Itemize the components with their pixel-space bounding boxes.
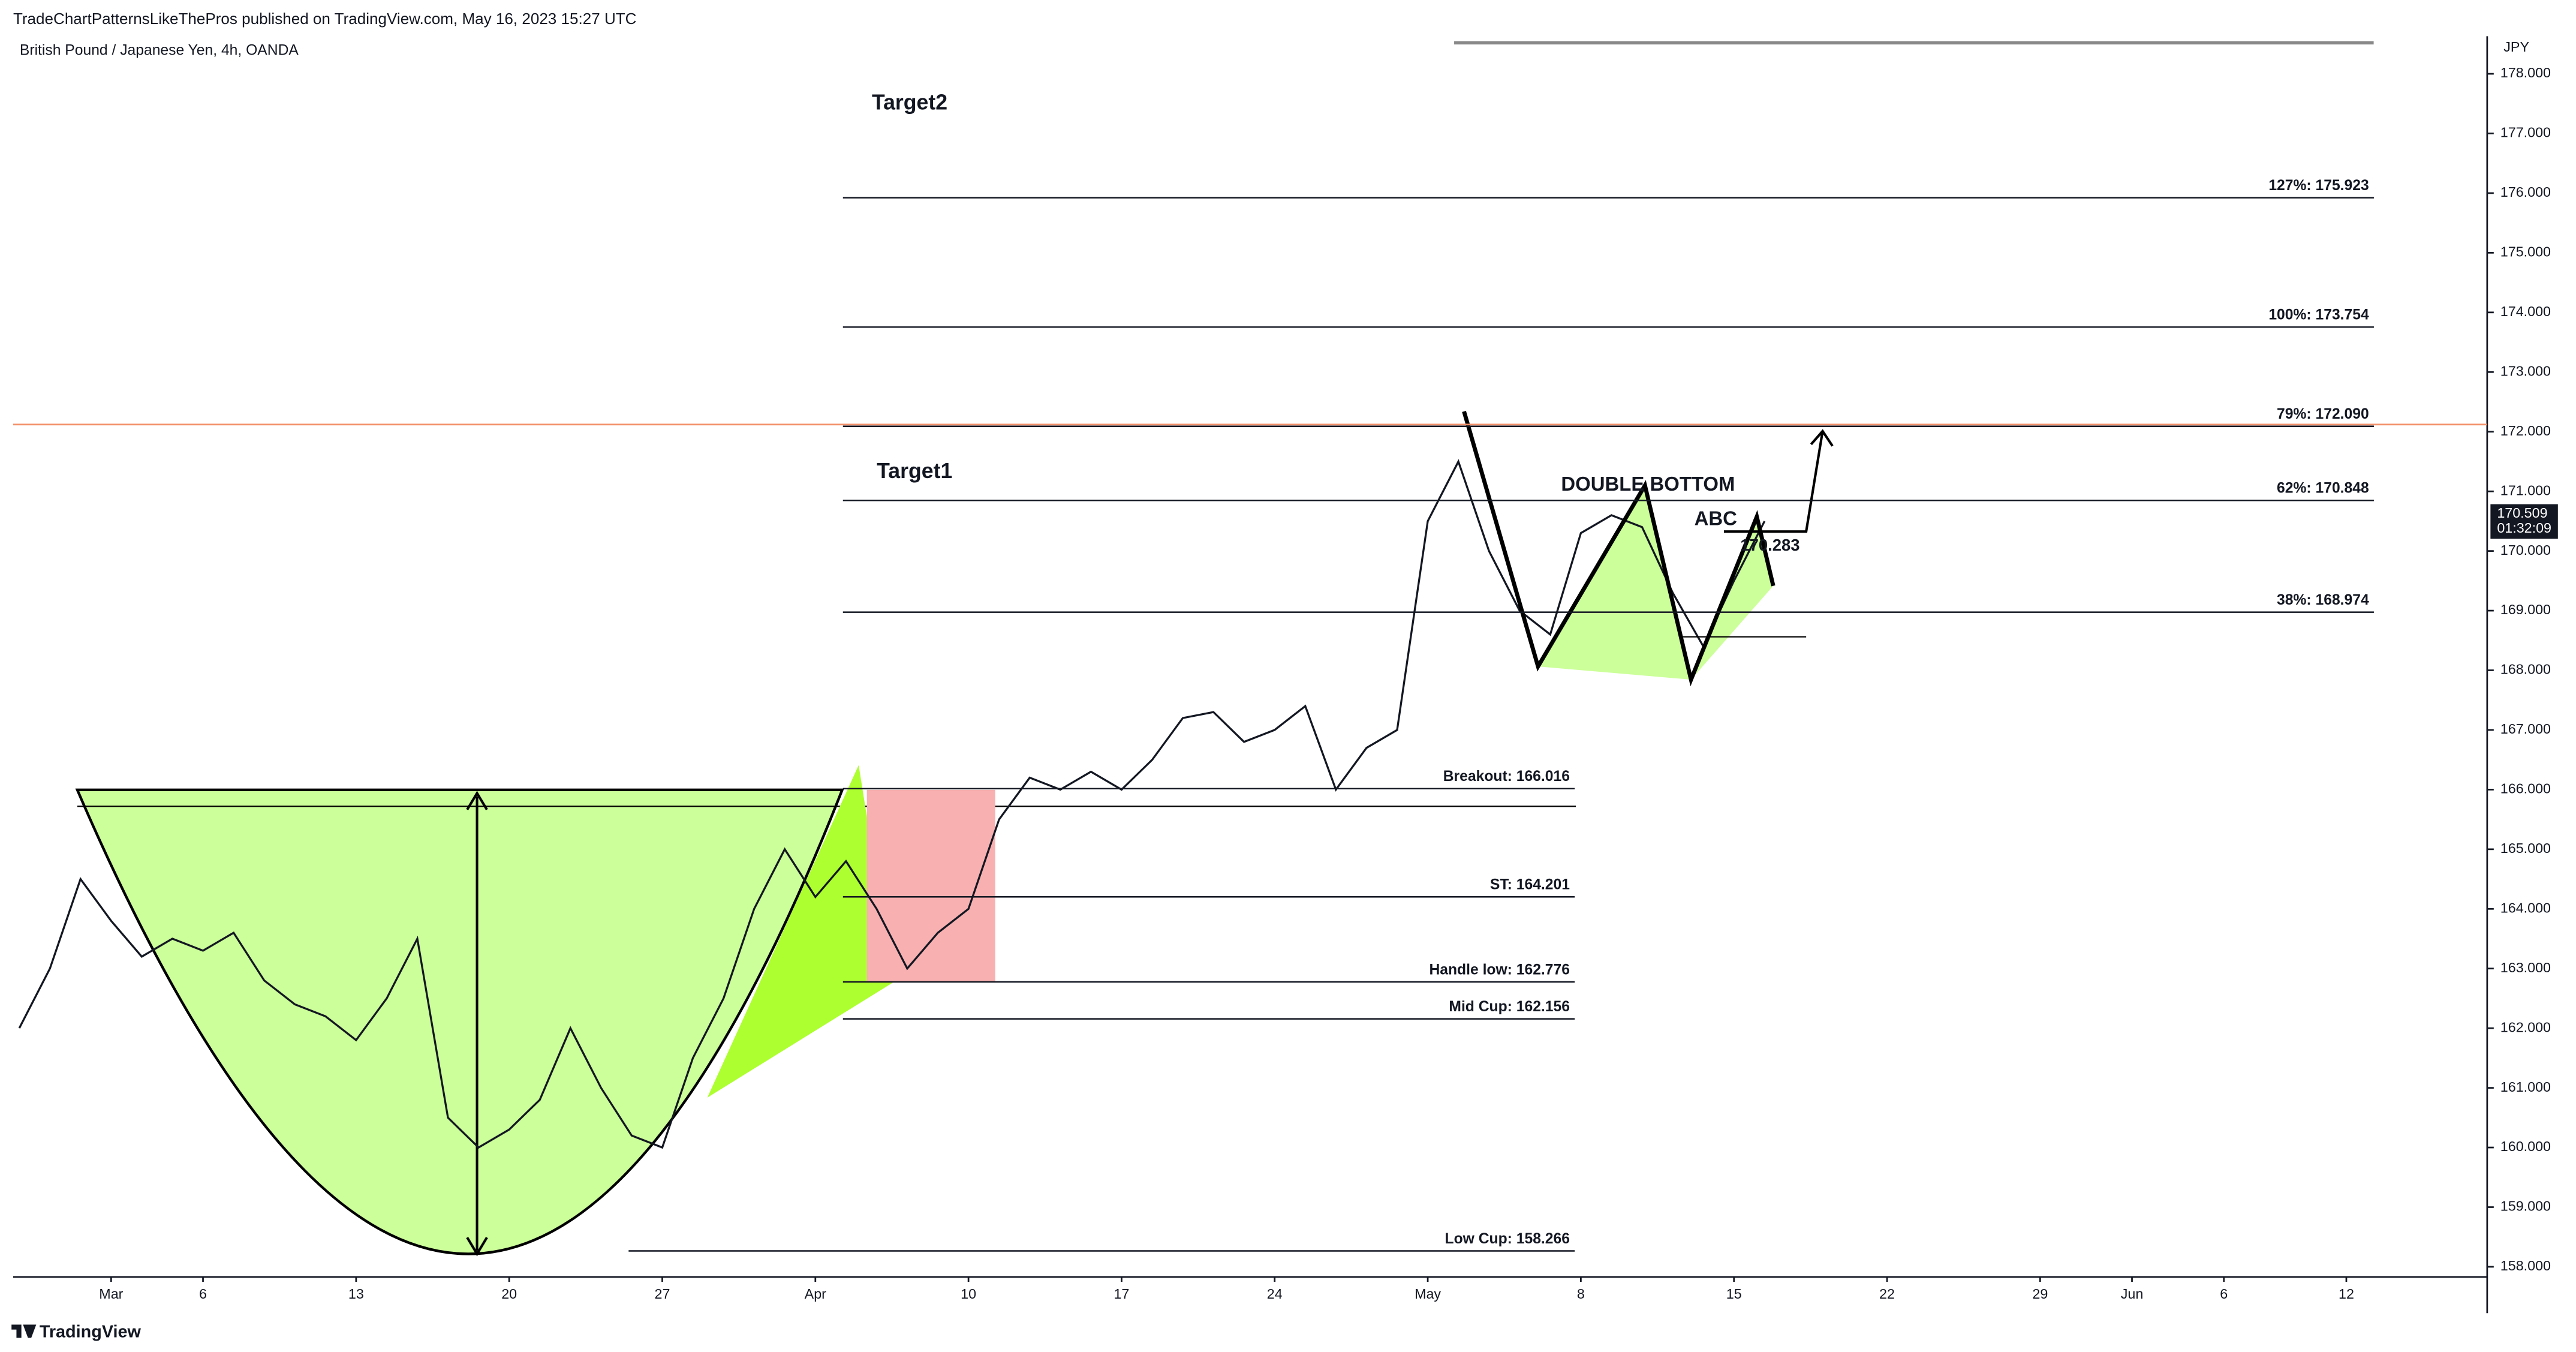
level-label: ST: 164.201 bbox=[1490, 877, 1570, 893]
handle-box bbox=[866, 789, 995, 983]
brand-logo bbox=[11, 1324, 37, 1338]
x-tick-label: 10 bbox=[961, 1286, 976, 1302]
x-tick-label: 6 bbox=[199, 1286, 207, 1302]
x-tick-label: 29 bbox=[2032, 1286, 2048, 1302]
y-tick-label: 175.000 bbox=[2500, 244, 2551, 260]
y-tick-label: 165.000 bbox=[2500, 840, 2551, 856]
abc-fill bbox=[1691, 516, 1774, 680]
countdown-label: 01:32:09 bbox=[2497, 520, 2551, 536]
x-tick-label: 17 bbox=[1114, 1286, 1129, 1302]
x-tick-label: Apr bbox=[805, 1286, 826, 1302]
y-tick-label: 159.000 bbox=[2500, 1198, 2551, 1214]
y-unit: JPY bbox=[2503, 39, 2529, 55]
y-tick-label: 178.000 bbox=[2500, 65, 2551, 80]
y-tick-label: 174.000 bbox=[2500, 304, 2551, 319]
y-tick-label: 173.000 bbox=[2500, 363, 2551, 378]
y-tick-label: 161.000 bbox=[2500, 1079, 2551, 1095]
x-tick-label: 8 bbox=[1577, 1286, 1585, 1302]
x-tick-label: 15 bbox=[1726, 1286, 1742, 1302]
y-tick-label: 170.000 bbox=[2500, 542, 2551, 558]
annotation: Target2 bbox=[872, 90, 947, 114]
handle-shape bbox=[707, 765, 893, 1098]
level-label: 79%: 172.090 bbox=[2277, 406, 2369, 422]
x-tick-label: 20 bbox=[501, 1286, 517, 1302]
last-price-label: 170.509 bbox=[2497, 505, 2547, 521]
x-tick-label: Jun bbox=[2121, 1286, 2144, 1302]
y-tick-label: 176.000 bbox=[2500, 184, 2551, 200]
annotation: ABC bbox=[1695, 507, 1737, 530]
y-tick-label: 164.000 bbox=[2500, 900, 2551, 915]
zigzag bbox=[1462, 410, 1775, 687]
level-label: 62%: 170.848 bbox=[2277, 480, 2369, 497]
x-tick-label: 24 bbox=[1267, 1286, 1283, 1302]
x-tick-label: Mar bbox=[99, 1286, 123, 1302]
y-tick-label: 166.000 bbox=[2500, 781, 2551, 797]
x-tick-label: 22 bbox=[1879, 1286, 1895, 1302]
annotation: DOUBLE BOTTOM bbox=[1561, 473, 1735, 495]
y-tick-label: 163.000 bbox=[2500, 960, 2551, 975]
x-tick-label: 13 bbox=[348, 1286, 364, 1302]
annotation: 170.283 bbox=[1740, 536, 1799, 554]
level-label: 100%: 173.754 bbox=[2268, 307, 2369, 323]
level-label: Mid Cup: 162.156 bbox=[1449, 999, 1570, 1015]
annotation: Target1 bbox=[877, 459, 952, 483]
y-tick-label: 172.000 bbox=[2500, 423, 2551, 438]
double-bottom-fill bbox=[1537, 485, 1692, 680]
level-label: 38%: 168.974 bbox=[2277, 592, 2369, 608]
level-label: Breakout: 166.016 bbox=[1443, 768, 1570, 785]
y-tick-label: 160.000 bbox=[2500, 1138, 2551, 1154]
arrow-heads bbox=[466, 791, 488, 1257]
y-tick-label: 177.000 bbox=[2500, 125, 2551, 140]
y-tick-label: 169.000 bbox=[2500, 602, 2551, 617]
projection-arrow bbox=[1723, 429, 1834, 533]
x-tick-label: 6 bbox=[2220, 1286, 2228, 1302]
y-tick-label: 168.000 bbox=[2500, 662, 2551, 677]
x-tick-label: 27 bbox=[655, 1286, 670, 1302]
level-label: Handle low: 162.776 bbox=[1429, 962, 1569, 978]
x-tick-label: 12 bbox=[2339, 1286, 2354, 1302]
header: TradeChartPatternsLikeThePros published … bbox=[13, 10, 637, 28]
brand: TradingView bbox=[40, 1323, 142, 1342]
last-price-box bbox=[2490, 504, 2558, 539]
price-line bbox=[18, 459, 1766, 1149]
y-tick-label: 162.000 bbox=[2500, 1019, 2551, 1035]
y-tick-label: 171.000 bbox=[2500, 482, 2551, 498]
level-label: Low Cup: 158.266 bbox=[1445, 1231, 1570, 1247]
x-tick-label: May bbox=[1415, 1286, 1441, 1302]
y-tick-label: 158.000 bbox=[2500, 1258, 2551, 1273]
level-label: 127%: 175.923 bbox=[2268, 178, 2369, 194]
chart-title: British Pound / Japanese Yen, 4h, OANDA bbox=[20, 43, 299, 59]
y-tick-label: 167.000 bbox=[2500, 721, 2551, 737]
